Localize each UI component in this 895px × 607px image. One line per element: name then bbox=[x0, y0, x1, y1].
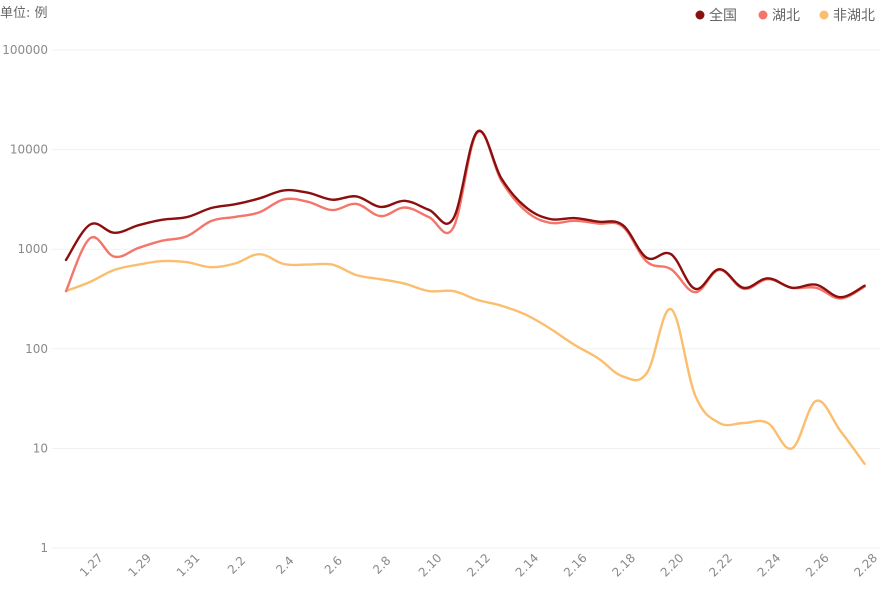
x-tick-label: 1.27 bbox=[77, 551, 106, 580]
x-tick-label: 1.31 bbox=[174, 551, 203, 580]
series-lines bbox=[64, 129, 866, 465]
y-tick-label: 10 bbox=[33, 441, 48, 455]
legend-item[interactable]: 非湖北 bbox=[819, 8, 876, 24]
y-tick-label: 100000 bbox=[2, 43, 48, 57]
x-tick-label: 2.2 bbox=[225, 553, 248, 576]
y-axis: 100000 10000 1000 100 10 1 bbox=[2, 43, 48, 555]
gridlines bbox=[52, 49, 880, 549]
x-tick-label: 2.4 bbox=[273, 553, 296, 576]
x-tick-label: 2.22 bbox=[706, 551, 735, 580]
unit-label: 单位: 例 bbox=[0, 6, 48, 21]
x-tick-label: 2.8 bbox=[370, 553, 393, 576]
legend-swatch bbox=[819, 10, 829, 20]
x-tick-label: 2.12 bbox=[464, 551, 493, 580]
series-line bbox=[64, 252, 866, 465]
legend-swatch bbox=[758, 10, 768, 20]
x-tick-label: 2.26 bbox=[803, 551, 832, 580]
series-line bbox=[64, 130, 866, 300]
x-tick-label: 2.28 bbox=[851, 551, 880, 580]
x-tick-label: 2.6 bbox=[322, 553, 345, 576]
y-tick-label: 1000 bbox=[17, 242, 48, 256]
x-tick-label: 2.16 bbox=[561, 551, 590, 580]
y-tick-label: 1 bbox=[40, 541, 48, 555]
x-tick-label: 2.10 bbox=[416, 551, 445, 580]
legend-label: 湖北 bbox=[772, 8, 800, 24]
x-tick-label: 2.18 bbox=[609, 551, 638, 580]
legend-swatch bbox=[695, 10, 705, 20]
x-tick-label: 1.29 bbox=[125, 551, 154, 580]
legend-item[interactable]: 湖北 bbox=[758, 8, 801, 24]
x-tick-label: 2.14 bbox=[513, 551, 542, 580]
x-axis: 1.27 1.29 1.31 2.2 2.4 2.6 2.8 2.10 2.12 2.14 2.16… bbox=[77, 551, 880, 580]
y-tick-label: 10000 bbox=[10, 143, 48, 157]
series-line bbox=[64, 129, 866, 299]
legend-label: 全国 bbox=[709, 7, 737, 24]
x-tick-label: 2.20 bbox=[658, 551, 687, 580]
legend-item[interactable]: 全国 bbox=[695, 7, 738, 24]
x-tick-label: 2.24 bbox=[755, 551, 784, 580]
legend-label: 非湖北 bbox=[833, 8, 875, 24]
legend[interactable]: 全国 湖北 非湖北 bbox=[695, 7, 876, 24]
y-tick-label: 100 bbox=[25, 342, 48, 356]
